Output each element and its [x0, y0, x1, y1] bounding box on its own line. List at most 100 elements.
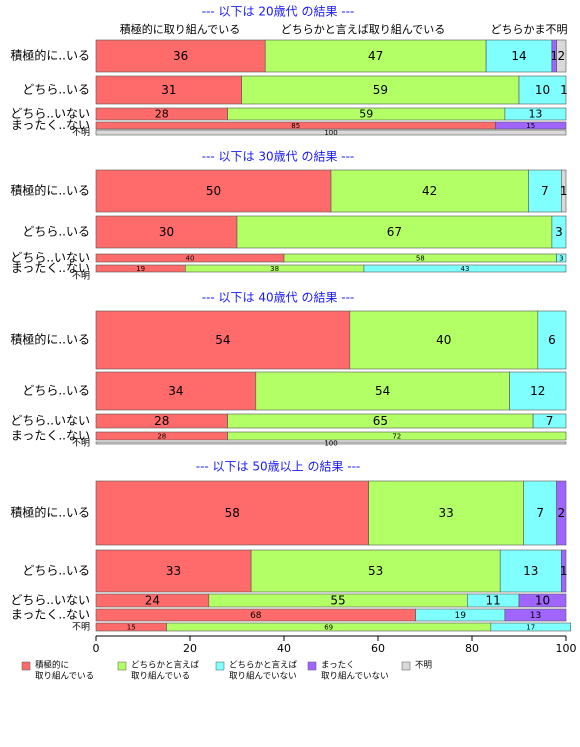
x-tick-label: 40	[277, 642, 291, 655]
row-label: 不明	[72, 438, 90, 449]
bar-value-label: 13	[528, 108, 542, 121]
bar-value-label: 40	[186, 255, 195, 263]
bar-value-label: 2	[557, 506, 565, 520]
bar-value-label: 36	[173, 49, 188, 63]
x-tick-label: 20	[183, 642, 197, 655]
bar-segment	[532, 413, 567, 429]
bar-segment	[518, 593, 567, 608]
bar-segment	[250, 549, 501, 593]
bar-segment	[255, 371, 510, 411]
bar-value-label: 33	[439, 506, 454, 520]
bar-value-label: 1	[550, 49, 558, 63]
bar-segment	[236, 215, 553, 249]
bar-segment	[95, 39, 266, 73]
row-label: どちら..いる	[22, 225, 90, 239]
bar-segment	[499, 549, 562, 593]
bar-value-label: 1	[560, 564, 568, 578]
bar-value-label: 31	[161, 83, 176, 97]
bar-value-label: 69	[324, 624, 333, 632]
legend-label: 取り組んでいない	[229, 671, 297, 682]
bar-value-label: 12	[530, 384, 545, 398]
bar-value-label: 85	[291, 122, 300, 130]
legend-swatch	[401, 661, 411, 671]
bar-segment	[560, 549, 567, 593]
bar-value-label: 68	[250, 611, 262, 621]
bar-segment	[95, 129, 567, 136]
bar-value-label: 7	[536, 506, 544, 520]
legend-swatch	[21, 661, 31, 671]
bar-value-label: 38	[270, 265, 279, 273]
bar-value-label: 1	[560, 184, 568, 198]
bar-segment	[537, 310, 567, 370]
panel-title: --- 以下は 50歳以上 の結果 ---	[196, 460, 361, 474]
bar-value-label: 42	[422, 184, 437, 198]
bar-segment	[95, 215, 238, 249]
bar-segment	[556, 39, 567, 73]
bar-segment	[95, 549, 252, 593]
row-label: 積極的に..いる	[10, 505, 90, 520]
bar-value-label: 53	[368, 564, 383, 578]
bar-value-label: 7	[541, 184, 549, 198]
bar-value-label: 6	[548, 333, 556, 347]
bar-value-label: 15	[526, 122, 535, 130]
bar-value-label: 17	[526, 624, 535, 632]
row-label: 不明	[72, 127, 90, 138]
bar-segment	[518, 75, 567, 105]
bar-segment	[95, 310, 351, 370]
panel-title: --- 以下は 30歳代 の結果 ---	[202, 150, 355, 164]
bar-segment	[349, 310, 539, 370]
row-label: まったく..ない	[11, 608, 90, 622]
bar-value-label: 3	[555, 225, 563, 239]
column-label: どちらかま不明	[491, 23, 568, 36]
bar-value-label: 54	[215, 333, 230, 347]
bar-value-label: 67	[387, 225, 402, 239]
legend-label: 取り組んでいる	[131, 671, 190, 682]
bar-value-label: 14	[511, 49, 526, 63]
x-tick-label: 0	[93, 642, 100, 655]
bar-segment	[95, 480, 369, 546]
bar-segment	[504, 107, 567, 121]
bar-value-label: 34	[168, 384, 183, 398]
bar-value-label: 28	[155, 108, 169, 121]
legend-label: 取り組んでいる	[35, 671, 94, 682]
bar-value-label: 24	[145, 594, 160, 608]
bar-value-label: 54	[375, 384, 390, 398]
bar-value-label: 59	[373, 83, 388, 97]
row-label: どちら..いる	[22, 564, 90, 578]
legend-label: どちらかと言えば	[131, 660, 200, 671]
bar-value-label: 40	[436, 333, 451, 347]
bar-value-label: 58	[416, 255, 425, 263]
bar-value-label: 59	[359, 108, 373, 121]
bar-segment	[556, 480, 567, 546]
row-label: まったく..ない	[11, 429, 90, 443]
legend-label: 不明	[415, 661, 432, 671]
row-label: どちら..いない	[10, 593, 90, 607]
bar-segment	[560, 169, 567, 213]
column-label: どちらかと言えば取り組んでいる	[281, 23, 445, 36]
bar-segment	[368, 480, 525, 546]
bar-segment	[551, 215, 567, 249]
row-label: 積極的に..いる	[10, 183, 90, 198]
bar-value-label: 43	[460, 265, 469, 273]
legend-label: まったく	[321, 661, 355, 671]
bar-value-label: 100	[324, 129, 337, 137]
bar-segment	[227, 431, 567, 441]
bar-segment	[556, 253, 567, 263]
column-label: 積極的に取り組んでいる	[120, 22, 240, 36]
bar-value-label: 72	[392, 433, 401, 441]
legend-swatch	[215, 661, 225, 671]
bar-segment	[504, 608, 567, 622]
bar-value-label: 65	[373, 414, 388, 428]
bar-value-label: 2	[557, 49, 565, 63]
row-label: どちら..いない	[10, 107, 90, 121]
row-label: どちら..いる	[22, 83, 90, 97]
row-label: どちら..いない	[10, 414, 90, 428]
bar-segment	[490, 622, 571, 632]
panel-title: --- 以下は 40歳代 の結果 ---	[202, 291, 355, 305]
bar-value-label: 28	[154, 414, 169, 428]
legend-label: どちらかと言えば	[229, 660, 298, 671]
bar-segment	[528, 169, 562, 213]
bar-value-label: 13	[530, 611, 541, 621]
bar-value-label: 100	[324, 440, 337, 448]
